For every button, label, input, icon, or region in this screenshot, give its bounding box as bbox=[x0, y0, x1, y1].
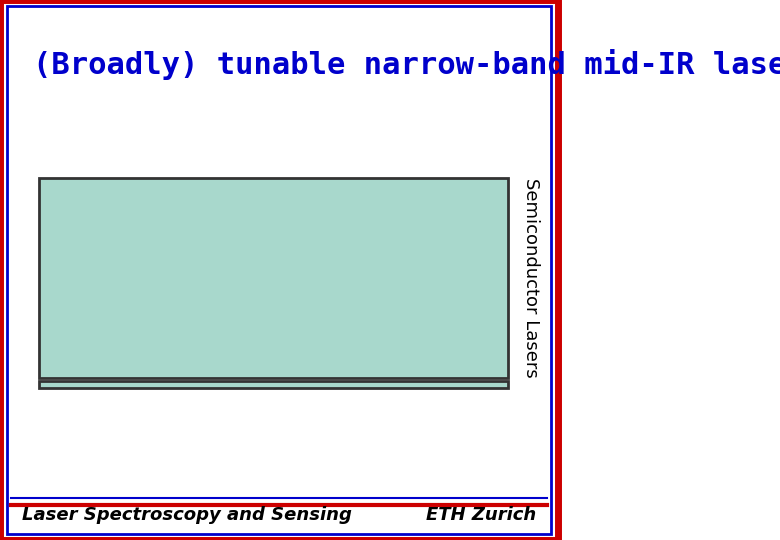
Text: (Broadly) tunable narrow-band mid-IR lasers: (Broadly) tunable narrow-band mid-IR las… bbox=[34, 49, 780, 80]
Text: Laser Spectroscopy and Sensing: Laser Spectroscopy and Sensing bbox=[23, 506, 353, 524]
Bar bbox=[39, 381, 508, 388]
Text: ETH Zurich: ETH Zurich bbox=[426, 506, 536, 524]
Text: Semiconductor Lasers: Semiconductor Lasers bbox=[522, 178, 540, 378]
Bar bbox=[39, 178, 508, 378]
